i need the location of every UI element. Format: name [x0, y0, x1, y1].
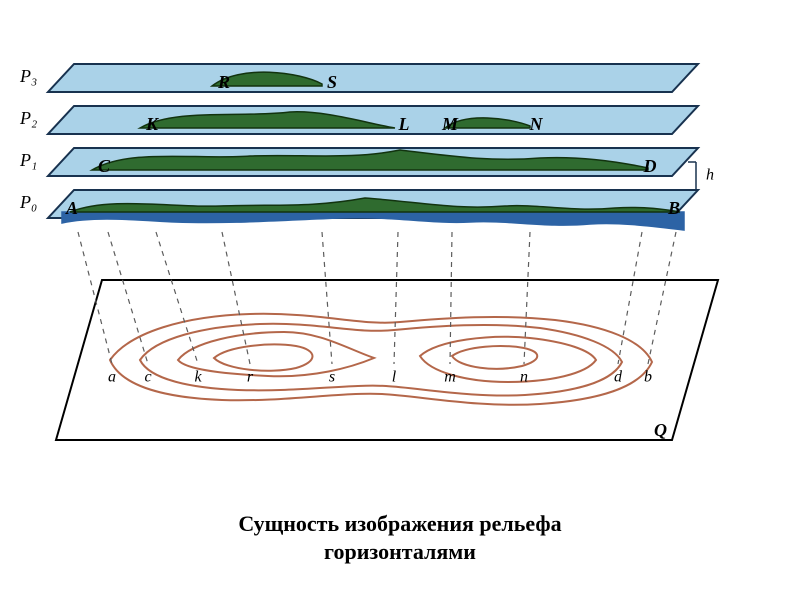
svg-text:D: D [643, 156, 657, 176]
svg-text:N: N [529, 114, 544, 134]
svg-text:P₀: P₀ [19, 192, 37, 212]
svg-text:P₂: P₂ [19, 108, 37, 128]
svg-text:A: A [65, 198, 78, 218]
svg-text:c: c [144, 369, 151, 386]
svg-text:k: k [194, 369, 202, 386]
caption: Сущность изображения рельефа горизонталя… [0, 510, 800, 565]
svg-text:a: a [108, 369, 116, 386]
svg-text:r: r [247, 369, 254, 386]
svg-text:R: R [217, 72, 230, 92]
svg-text:C: C [98, 156, 111, 176]
svg-text:L: L [398, 114, 410, 134]
svg-text:d: d [614, 369, 623, 386]
svg-text:S: S [327, 72, 337, 92]
svg-text:m: m [444, 369, 456, 386]
svg-text:P₃: P₃ [19, 66, 37, 86]
svg-text:P₁: P₁ [19, 150, 37, 170]
svg-text:n: n [520, 369, 528, 386]
svg-text:B: B [667, 198, 680, 218]
diagram-stage: P₀ P₁ P₂ P₃ R S K L M N C D A Bh Qa c k r s l m n d b Сущность … [0, 0, 800, 600]
caption-line-2: горизонталями [324, 539, 476, 564]
svg-text:l: l [392, 369, 397, 386]
svg-text:s: s [329, 369, 335, 386]
svg-text:M: M [441, 114, 459, 134]
svg-text:K: K [145, 114, 160, 134]
caption-line-1: Сущность изображения рельефа [238, 511, 561, 536]
svg-text:Q: Q [654, 420, 667, 440]
svg-text:h: h [706, 167, 714, 184]
svg-text:b: b [644, 369, 652, 386]
